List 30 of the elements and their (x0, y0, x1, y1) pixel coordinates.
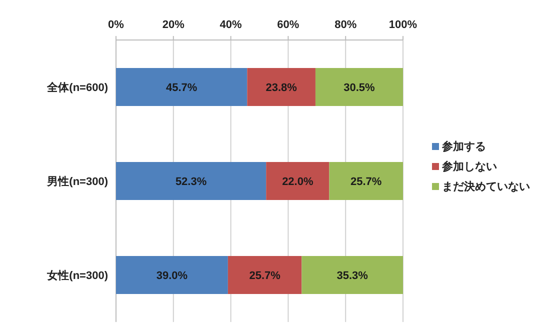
x-tick-label: 60% (277, 19, 300, 31)
y-tick-label: 全体(n=600) (46, 81, 108, 94)
bar (116, 256, 228, 294)
legend-label: まだ決めていない (442, 180, 530, 193)
bar (116, 162, 266, 200)
bar (228, 256, 302, 294)
y-tick-label: 男性(n=300) (46, 175, 108, 188)
data-label: 25.7% (350, 176, 382, 188)
x-tick-label: 100% (388, 19, 418, 31)
data-label: 45.7% (166, 82, 198, 94)
bar (302, 256, 403, 294)
data-label: 22.0% (282, 176, 314, 188)
legend-label: 参加しない (441, 160, 497, 173)
x-tick-label: 0% (108, 19, 124, 31)
x-tick-label: 40% (220, 19, 242, 31)
legend-label: 参加する (441, 140, 486, 153)
bar (329, 162, 403, 200)
data-label: 52.3% (175, 176, 207, 188)
bar (116, 68, 248, 106)
data-label: 39.0% (156, 270, 188, 282)
bar (247, 68, 316, 106)
data-label: 30.5% (344, 82, 376, 94)
data-label: 25.7% (249, 270, 281, 282)
x-tick-label: 20% (162, 19, 185, 31)
x-tick-label: 80% (334, 19, 357, 31)
y-tick-label: 女性(n=300) (46, 269, 108, 282)
data-label: 35.3% (336, 270, 368, 282)
bar (315, 68, 403, 106)
data-label: 23.8% (266, 82, 298, 94)
bar (266, 162, 330, 200)
